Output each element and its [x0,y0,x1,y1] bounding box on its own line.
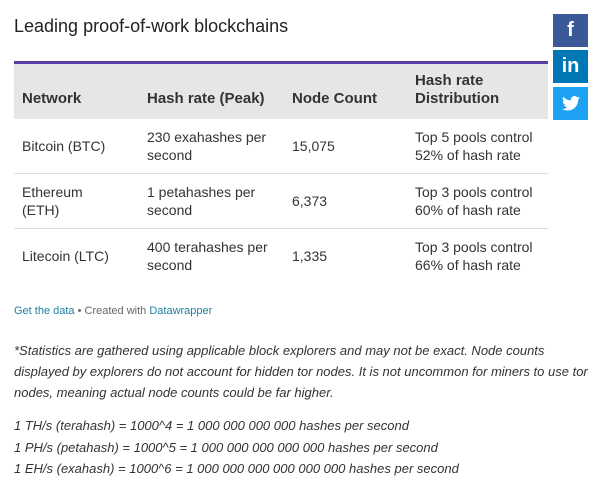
row: Litecoin (LTC) 400 terahashes per second… [14,229,548,284]
twitter-icon [561,96,580,111]
column-header: Hash rate Distribution [407,62,548,119]
conversion: 1 PH/s (petahash) = 1000^5 = 1 000 000 0… [14,440,438,455]
credit-link[interactable]: Datawrapper [149,305,213,317]
facebook-share[interactable]: f [553,14,588,47]
linkedin-share[interactable]: in [553,50,588,83]
cell: 1 petahashes per second [139,173,284,229]
twitter-share[interactable] [553,87,588,120]
cell: Top 3 pools control 60% of hash rate [407,173,548,229]
cell: Top 3 pools control 66% of hash rate [415,239,533,273]
column-header: Hash rate (Peak) [139,62,284,119]
title: Leading proof-of-work blockchains [14,16,289,36]
cell: 400 terahashes per second [147,239,268,273]
table: Network Hash rate (Peak) Node Count Hash… [14,61,548,283]
row: Bitcoin (BTC) 230 exahashes per second 1… [14,119,548,174]
header-row: Network Hash rate (Peak) Node Count Hash… [14,62,548,119]
footer-text: • Created with [77,305,147,317]
cell: 230 exahashes per second [139,119,284,174]
cell: Litecoin (LTC) [22,248,109,264]
note: *Statistics are gathered using applicabl… [14,343,588,400]
cell: 6,373 [284,173,407,229]
cell: Ethereum (ETH) [14,173,139,229]
cell: 1,335 [292,248,328,264]
cell-text: Ethereum (ETH) [22,184,83,218]
cell: 15,075 [284,119,407,174]
data-link[interactable]: Get the data [14,305,75,317]
cell: Top 5 pools control 52% of hash rate [407,119,548,174]
column-header: Network [14,62,139,119]
footer: Get the data • Created with Datawrapper [14,305,212,317]
conversion: 1 EH/s (exahash) = 1000^6 = 1 000 000 00… [14,461,459,476]
column-header: Node Count [284,62,407,119]
row: Ethereum (ETH) 1 petahashes per second 6… [14,173,548,229]
conversion: 1 TH/s (terahash) = 1000^4 = 1 000 000 0… [14,418,409,433]
cell: Bitcoin (BTC) [14,119,139,174]
